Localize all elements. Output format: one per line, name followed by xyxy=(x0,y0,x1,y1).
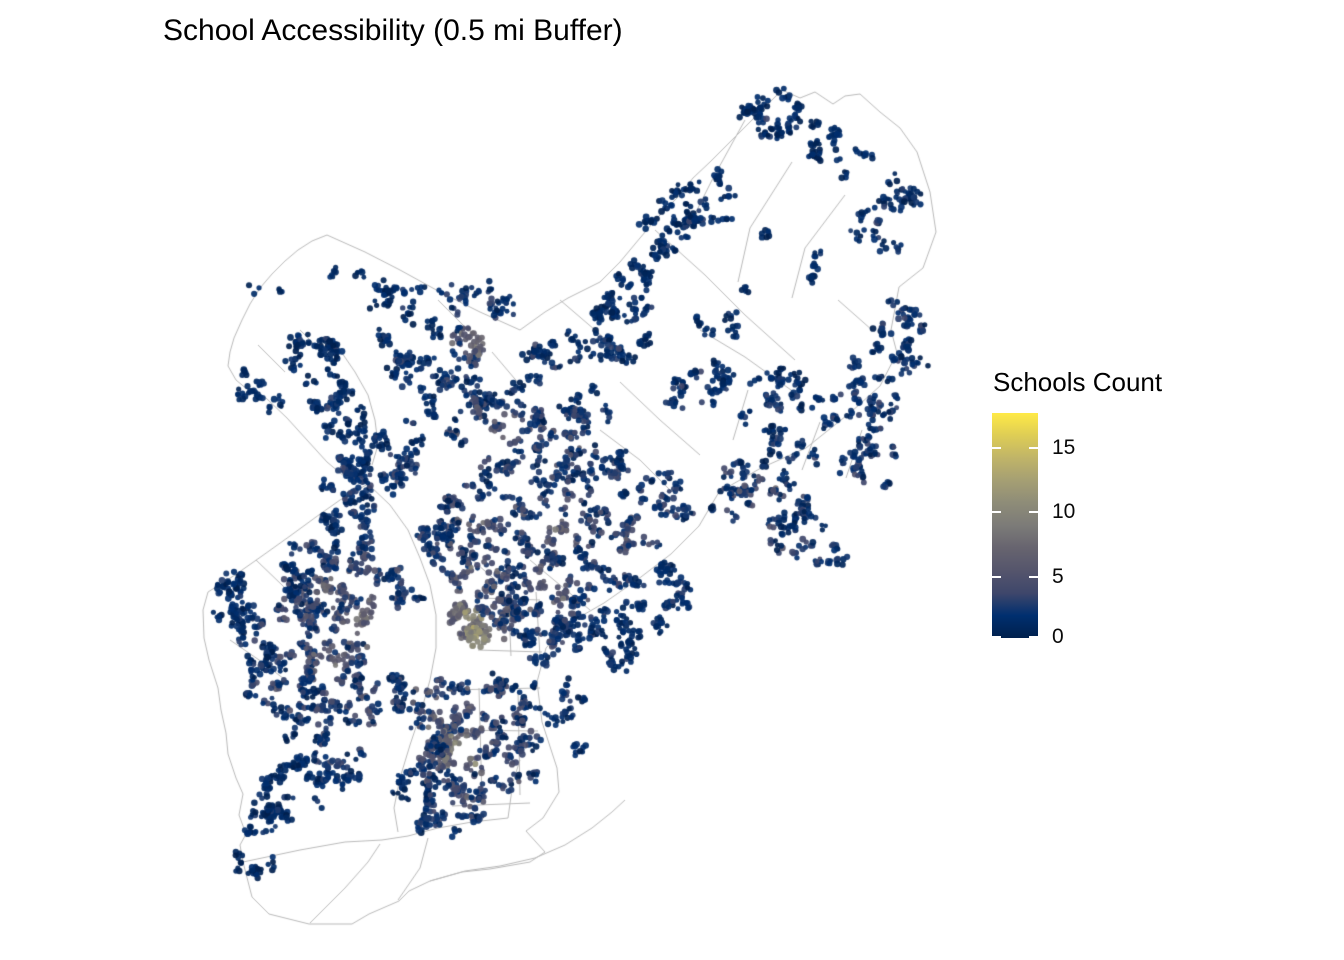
legend-tick-mark xyxy=(992,636,1001,638)
legend-tick-label-0: 0 xyxy=(1052,625,1064,649)
legend-tick-mark xyxy=(1029,576,1038,579)
legend-tick-mark xyxy=(992,576,1001,579)
legend-title: Schools Count xyxy=(993,367,1163,397)
legend-colorbar-gradient xyxy=(992,413,1038,638)
legend-tick-mark xyxy=(992,511,1001,513)
legend-tick-mark xyxy=(1029,636,1038,638)
legend-tick-label-5: 5 xyxy=(1052,565,1064,589)
legend-tick-label-15: 15 xyxy=(1052,436,1076,460)
legend-tick-mark xyxy=(1029,511,1038,513)
legend-tick-mark xyxy=(1029,447,1038,450)
legend-tick-label-10: 10 xyxy=(1052,500,1076,523)
legend-tick-mark xyxy=(992,447,1001,450)
plot-title: School Accessibility (0.5 mi Buffer) xyxy=(163,14,623,47)
